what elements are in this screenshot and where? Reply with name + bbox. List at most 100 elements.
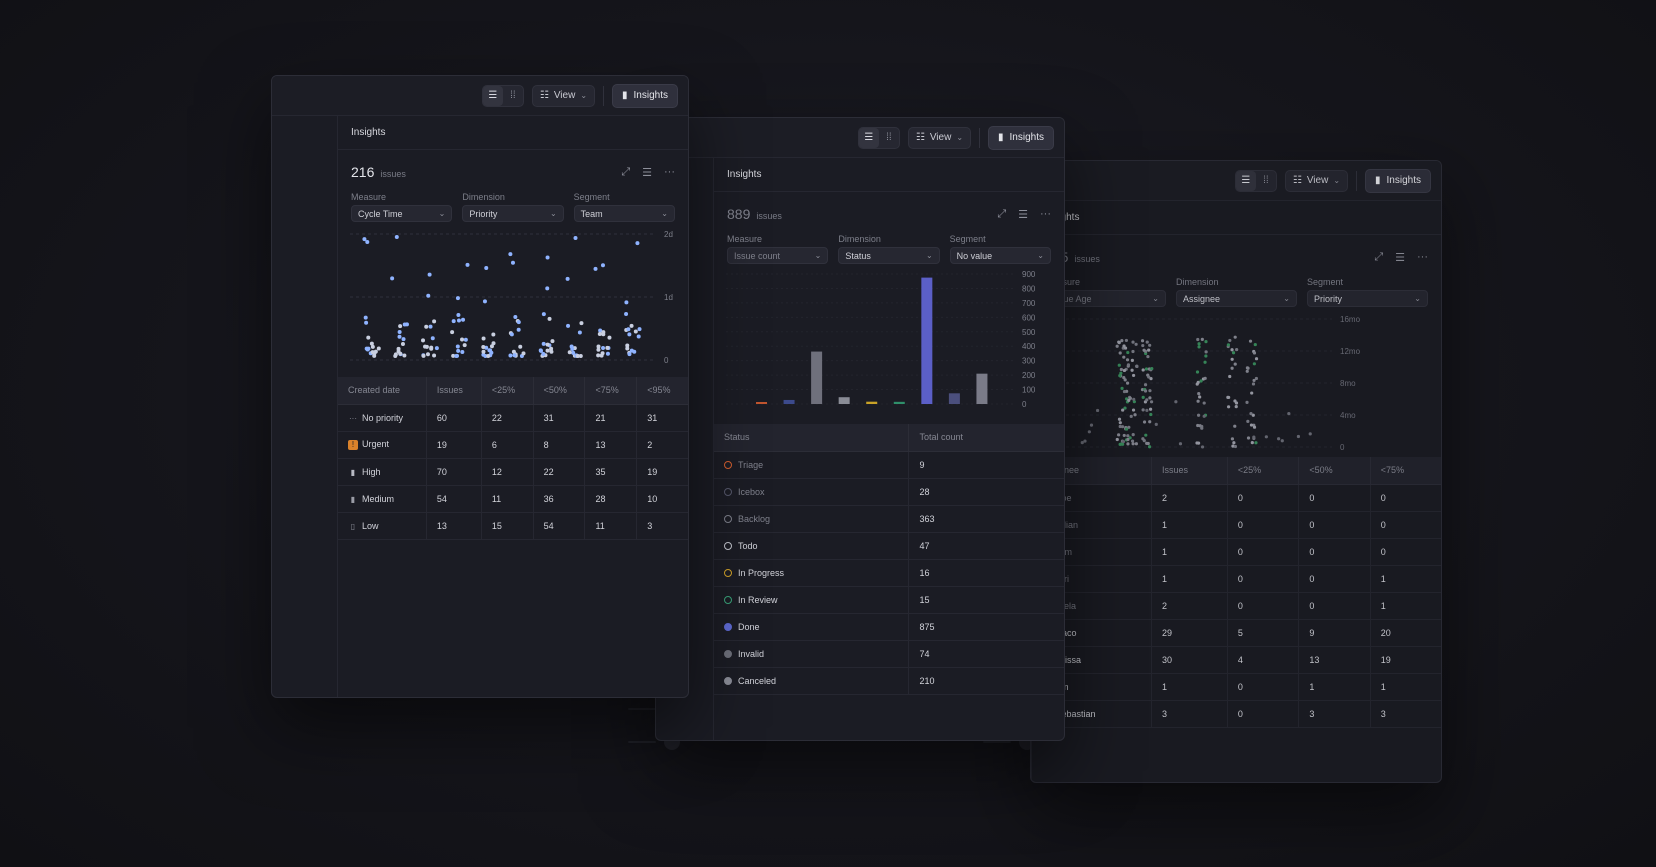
column-header[interactable]: <50% <box>533 377 586 405</box>
data-point <box>1252 362 1256 366</box>
data-point <box>605 351 610 356</box>
filter-settings-icon[interactable]: ☰ <box>1018 208 1028 221</box>
view-button[interactable]: ☷ View ⌄ <box>907 126 972 149</box>
table-row[interactable]: ▮ High 70 12 22 35 19 <box>338 458 688 486</box>
data-point <box>1117 341 1121 345</box>
data-point <box>1121 408 1125 412</box>
data-point <box>627 332 632 337</box>
filter-settings-icon[interactable]: ☰ <box>642 166 652 179</box>
more-options-icon[interactable]: ··· <box>1417 250 1428 263</box>
list-view-icon[interactable]: ☰ <box>858 127 879 148</box>
bar <box>866 401 878 404</box>
value-cell: 0 <box>1370 538 1441 566</box>
value-cell: 13 <box>584 431 638 459</box>
column-header[interactable]: Issues <box>1151 457 1228 485</box>
high-priority-icon: ▮ <box>350 467 356 477</box>
segment-label: Segment <box>1307 277 1344 287</box>
table-row[interactable]: tom1000 <box>1032 538 1441 566</box>
column-header[interactable]: Status <box>714 424 910 452</box>
view-button[interactable]: ☷ View ⌄ <box>531 84 596 107</box>
board-view-icon[interactable]: ⁞⁞ <box>1263 175 1269 186</box>
data-point <box>1226 395 1230 399</box>
table-row[interactable]: raissa 30 4 13 19 <box>1032 646 1441 674</box>
column-header[interactable]: <25% <box>1227 457 1300 485</box>
data-point <box>1252 378 1256 383</box>
table-row[interactable]: Triage 9 <box>714 451 1064 479</box>
data-point <box>1145 340 1149 344</box>
table-row[interactable]: Canceled 210 <box>714 667 1064 695</box>
table-row[interactable]: jim1011 <box>1032 673 1441 701</box>
table-row[interactable]: Done 875 <box>714 613 1064 641</box>
data-point <box>1148 396 1152 400</box>
expand-icon[interactable]: ⤢ <box>997 207 1007 220</box>
insights-button[interactable]: ▮ Insights <box>612 83 678 108</box>
dimension-select[interactable]: Assignee ⌄ <box>1176 290 1297 307</box>
measure-select[interactable]: Issue count ⌄ <box>727 247 829 264</box>
row-label: paco <box>1057 628 1077 638</box>
table-row[interactable]: jori1001 <box>1032 565 1441 593</box>
data-point <box>424 324 429 329</box>
table-row[interactable]: ··· No priority 60 22 31 21 31 <box>338 404 688 432</box>
table-row[interactable]: paco 29 5 9 20 <box>1032 619 1441 647</box>
column-header[interactable]: <75% <box>584 377 638 405</box>
bar-chart-icon: ▮ <box>1375 175 1381 186</box>
column-header[interactable]: <95% <box>636 377 688 405</box>
list-view-icon[interactable]: ☰ <box>482 85 503 106</box>
filter-settings-icon[interactable]: ☰ <box>1395 251 1405 264</box>
layout-toggle[interactable]: ☰ ⁞⁞ <box>481 84 524 107</box>
data-point <box>1245 400 1249 404</box>
more-options-icon[interactable]: ··· <box>1040 207 1051 220</box>
expand-icon[interactable]: ⤢ <box>1374 250 1384 263</box>
measure-select[interactable]: Issue Age ⌄ <box>1045 290 1166 307</box>
column-header[interactable]: <50% <box>1298 457 1371 485</box>
insights-button[interactable]: ▮ Insights <box>1365 168 1431 193</box>
data-point <box>509 332 514 337</box>
value-cell: 9 <box>908 451 1064 479</box>
segment-select[interactable]: No value ⌄ <box>949 247 1051 264</box>
table-row[interactable]: Todo 47 <box>714 532 1064 560</box>
insights-button[interactable]: ▮ Insights <box>988 125 1054 150</box>
layout-toggle[interactable]: ☰ ⁞⁞ <box>857 126 900 149</box>
table-row[interactable]: In Review 15 <box>714 586 1064 614</box>
table-row[interactable]: sebastian 3 0 3 3 <box>1032 700 1441 728</box>
board-view-icon[interactable]: ⁞⁞ <box>510 90 516 101</box>
table-row[interactable]: Backlog 363 <box>714 505 1064 533</box>
data-point <box>1195 370 1200 374</box>
data-point <box>600 351 605 356</box>
measure-select[interactable]: Cycle Time ⌄ <box>351 205 453 222</box>
chevron-down-icon: ⌄ <box>1283 294 1290 303</box>
insights-table: AssigneeIssues<25%<50%<75%zoe2000julian1… <box>1032 457 1441 728</box>
table-row[interactable]: ▮ Medium 54 11 36 28 10 <box>338 485 688 513</box>
board-view-icon[interactable]: ⁞⁞ <box>886 132 892 143</box>
data-point <box>376 346 381 351</box>
table-row[interactable]: ! Urgent 19 6 8 13 2 <box>338 431 688 459</box>
segment-value: Team <box>580 208 603 219</box>
table-row[interactable]: leela 2 0 0 1 <box>1032 592 1441 620</box>
expand-icon[interactable]: ⤢ <box>621 165 631 178</box>
y-tick-label: 0 <box>1022 400 1027 409</box>
table-row[interactable]: Invalid 74 <box>714 640 1064 668</box>
value-cell: 31 <box>533 404 586 432</box>
more-options-icon[interactable]: ··· <box>664 165 675 178</box>
column-header[interactable]: Total count <box>908 424 1064 452</box>
data-point <box>1118 351 1122 355</box>
column-header[interactable]: Created date <box>338 377 427 405</box>
table-row[interactable]: Icebox 28 <box>714 478 1064 506</box>
layout-toggle[interactable]: ☰ ⁞⁞ <box>1234 169 1277 192</box>
dimension-select[interactable]: Status ⌄ <box>838 247 940 264</box>
table-row[interactable]: zoe2000 <box>1032 484 1441 512</box>
y-tick-label: 800 <box>1022 284 1036 293</box>
data-point <box>597 332 602 337</box>
column-header[interactable]: Issues <box>426 377 482 405</box>
data-point <box>365 347 370 352</box>
column-header[interactable]: <25% <box>481 377 534 405</box>
column-header[interactable]: <75% <box>1370 457 1441 485</box>
table-row[interactable]: ▯ Low 13 15 54 11 3 <box>338 512 688 540</box>
dimension-select[interactable]: Priority ⌄ <box>462 205 564 222</box>
table-row[interactable]: julian 1 0 0 0 <box>1032 511 1441 539</box>
view-button[interactable]: ☷ View ⌄ <box>1284 169 1349 192</box>
list-view-icon[interactable]: ☰ <box>1235 170 1256 191</box>
table-row[interactable]: In Progress 16 <box>714 559 1064 587</box>
segment-select[interactable]: Priority ⌄ <box>1307 290 1428 307</box>
segment-select[interactable]: Team ⌄ <box>573 205 675 222</box>
